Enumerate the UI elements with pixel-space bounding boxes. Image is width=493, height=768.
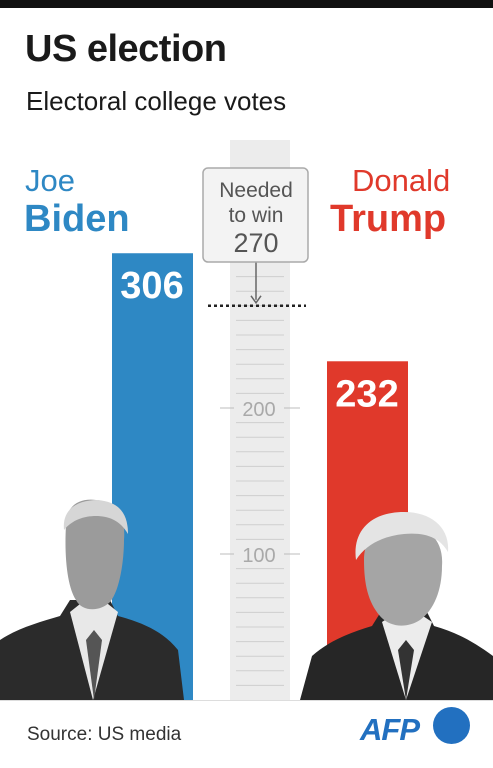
y-tick-label: 200: [242, 399, 275, 421]
needed-label-line2: to win: [229, 204, 284, 227]
y-tick-label: 100: [242, 545, 275, 567]
top-rule: [0, 0, 493, 8]
trump-photo: [300, 512, 493, 700]
afp-logo-dot: [433, 707, 470, 744]
trump-first-name: Donald: [352, 163, 451, 198]
bar-value-label: 306: [120, 265, 183, 307]
page-subtitle: Electoral college votes: [26, 86, 287, 116]
needed-label-line1: Needed: [219, 179, 293, 202]
biden-last-name: Biden: [24, 198, 130, 240]
needed-box: [202, 167, 309, 263]
bar-value-label: 232: [335, 373, 398, 415]
source-note: Source: US media: [27, 724, 182, 745]
tick-labels: 100 200: [220, 399, 300, 567]
needed-value: 270: [233, 228, 278, 258]
minor-ticks: [236, 276, 284, 686]
footer-divider: [0, 700, 493, 701]
afp-logo-text: AFP: [360, 712, 420, 747]
needed-arrow-head: [250, 295, 262, 305]
trump-last-name: Trump: [330, 198, 447, 240]
biden-photo: [0, 499, 184, 700]
electoral-bar-chart: 100 200 306 232 Needed to win 270: [0, 140, 493, 701]
page-title: US election: [25, 28, 227, 70]
biden-first-name: Joe: [25, 163, 75, 198]
